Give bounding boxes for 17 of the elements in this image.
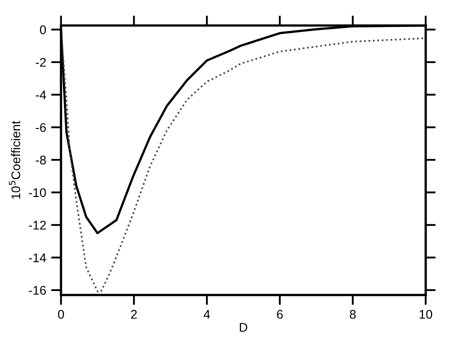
y-tick-label: -10: [28, 188, 46, 198]
y-tick-label: -14: [28, 253, 46, 262]
y-tick-label: -8: [36, 156, 46, 164]
x-tick-label: 8: [350, 310, 356, 319]
x-tick-label: 0: [58, 310, 64, 319]
x-tick-label: 2: [131, 310, 137, 319]
x-tick-label: 10: [420, 310, 432, 319]
x-tick-label: 6: [276, 310, 283, 319]
x-axis-title: D: [240, 323, 248, 332]
y-tick-label: -6: [36, 123, 46, 132]
y-tick-label: -2: [36, 58, 46, 67]
y-tick-label: -4: [36, 90, 46, 100]
x-tick-label: 4: [204, 310, 210, 319]
y-tick-label: -12: [28, 220, 46, 230]
y-tick-label: -16: [28, 286, 46, 295]
y-axis-title: 10$^{5}$Coefficient: [8, 120, 20, 199]
y-tick-label: 0: [40, 25, 46, 34]
